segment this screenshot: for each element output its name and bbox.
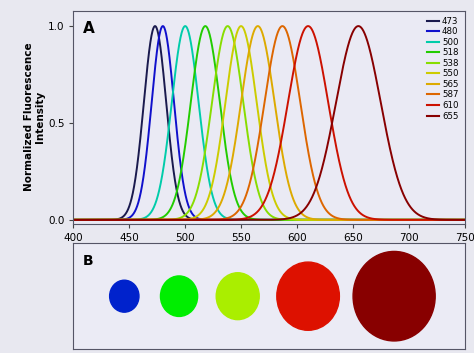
Ellipse shape — [109, 280, 139, 312]
Y-axis label: Normalized Fluorescence
Intensity: Normalized Fluorescence Intensity — [24, 43, 45, 191]
Ellipse shape — [216, 273, 259, 319]
Ellipse shape — [161, 276, 198, 316]
Legend: 473, 480, 500, 518, 538, 550, 565, 587, 610, 655: 473, 480, 500, 518, 538, 550, 565, 587, … — [426, 15, 460, 122]
Text: B: B — [83, 253, 94, 268]
X-axis label: Wavelength (nm): Wavelength (nm) — [212, 246, 326, 258]
Ellipse shape — [277, 262, 339, 330]
Ellipse shape — [353, 251, 435, 341]
Text: A: A — [83, 21, 95, 36]
